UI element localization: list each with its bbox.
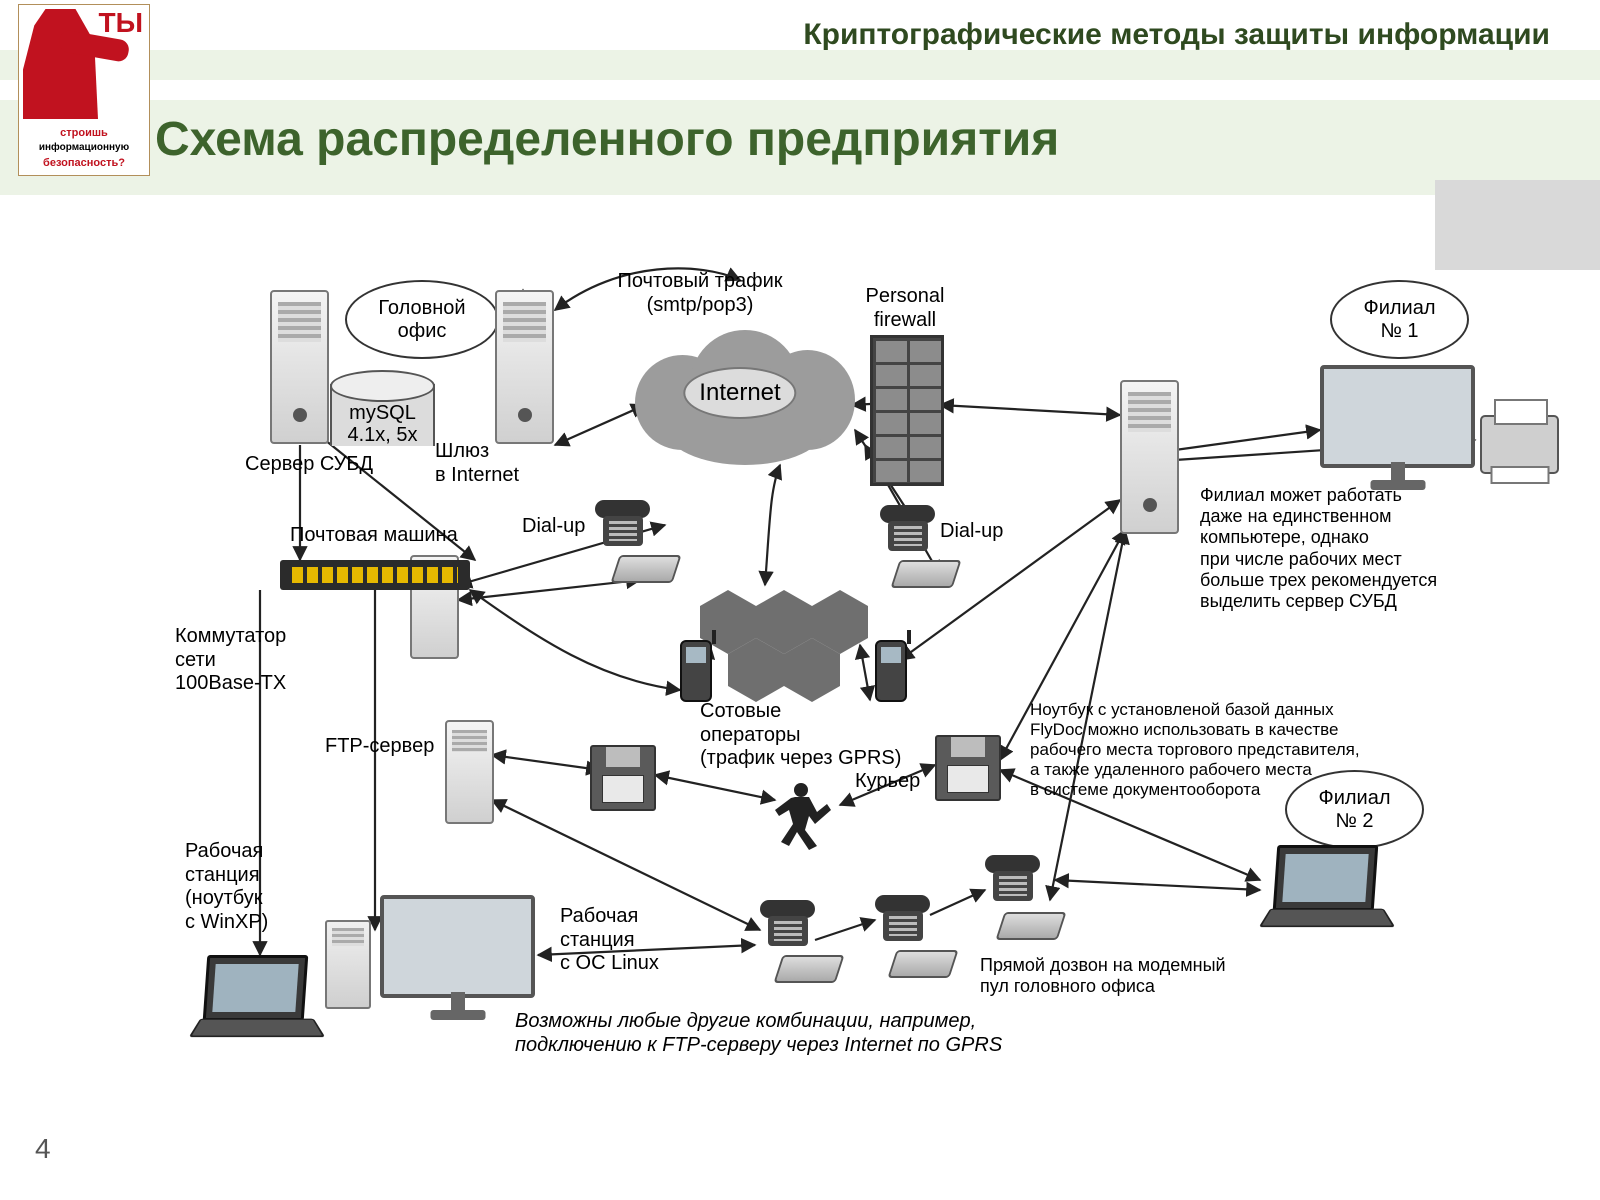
modem-icon-1	[610, 555, 681, 583]
phone-icon-4	[875, 895, 930, 943]
floppy-icon-2	[935, 735, 1001, 801]
courier-icon	[775, 780, 835, 850]
server-tower-2	[495, 290, 554, 444]
internet-cloud: Internet	[625, 320, 855, 465]
bottom-note: Возможны любые другие комбинации, наприм…	[515, 1010, 1002, 1057]
firewall-label: Personal firewall	[845, 285, 965, 332]
branch1-bubble: Филиал № 1	[1330, 280, 1469, 359]
cell-ops-label: Сотовые операторы (трафик через GPRS)	[700, 700, 901, 771]
laptop-note: Ноутбук с установленой базой данных FlyD…	[1030, 700, 1360, 800]
modem-icon-3	[773, 955, 844, 983]
courier-label: Курьер	[855, 770, 920, 794]
phone-icon-5	[985, 855, 1040, 903]
head-office-label: Головной офис	[378, 297, 465, 343]
branch-monitor	[1320, 365, 1475, 490]
switch-icon	[280, 560, 470, 590]
linux-monitor-icon	[380, 895, 535, 1020]
ftp-label: FTP-сервер	[325, 735, 434, 759]
firewall-icon	[870, 335, 944, 486]
modem-icon-2	[890, 560, 961, 588]
mail-machine-label: Почтовая машина	[290, 524, 458, 548]
laptop-winxp-icon	[195, 955, 315, 1040]
modem-icon-4	[887, 950, 958, 978]
internet-label: Internet	[683, 367, 796, 419]
modem-icon-5	[995, 912, 1066, 940]
switch-label: Коммутатор сети 100Base-TX	[175, 625, 286, 696]
branch1-label: Филиал № 1	[1363, 297, 1435, 343]
server-subd-label: Сервер СУБД	[245, 453, 373, 477]
cellphone-icon-1	[680, 640, 712, 702]
branch-server-tower	[1120, 380, 1179, 534]
direct-dial-label: Прямой дозвон на модемный пул головного …	[980, 955, 1226, 997]
linux-tower-icon	[325, 920, 371, 1009]
ftp-server-icon	[445, 720, 494, 824]
floppy-icon-1	[590, 745, 656, 811]
linux-label: Рабочая станция с OC Linux	[560, 905, 659, 976]
winxp-label: Рабочая станция (ноутбук с WinXP)	[185, 840, 268, 934]
branch-note: Филиал может работать даже на единственн…	[1200, 485, 1437, 612]
dialup1-label: Dial-up	[522, 515, 585, 539]
db-cylinder: mySQL 4.1x, 5x	[330, 370, 435, 460]
head-office-bubble: Головной офис	[345, 280, 499, 359]
phone-icon-1	[595, 500, 650, 548]
laptop-branch2-icon	[1265, 845, 1385, 930]
phone-icon-2	[880, 505, 935, 553]
cellphone-icon-2	[875, 640, 907, 702]
mail-traffic-label: Почтовый трафик (smtp/pop3)	[575, 270, 825, 317]
server-tower-1	[270, 290, 329, 444]
branch-printer-icon	[1480, 415, 1559, 474]
dialup2-label: Dial-up	[940, 520, 1003, 544]
phone-icon-3	[760, 900, 815, 948]
db-label: mySQL 4.1x, 5x	[330, 402, 435, 446]
gateway-label: Шлюз в Internet	[435, 440, 519, 487]
network-diagram: Головной офис Филиал № 1 Филиал № 2 mySQ…	[0, 0, 1600, 1200]
